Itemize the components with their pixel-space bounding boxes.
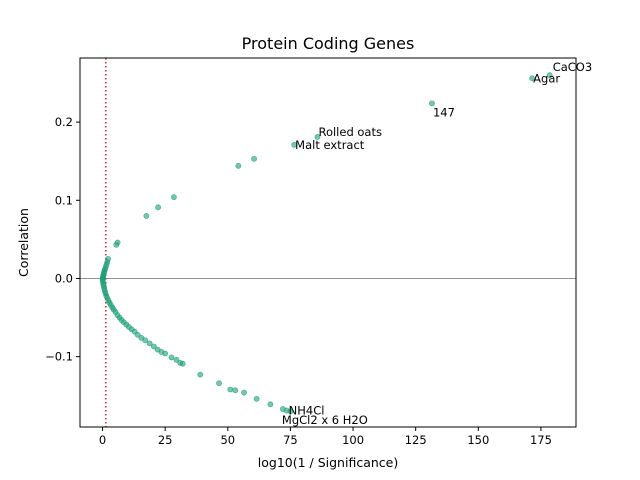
point-annotation: 147 — [433, 105, 455, 119]
data-point — [113, 241, 120, 248]
data-point — [173, 356, 180, 363]
data-point — [529, 75, 536, 82]
data-point — [241, 389, 247, 396]
x-tick-label: 50 — [220, 433, 235, 447]
x-tick-label: 150 — [467, 433, 489, 447]
data-point — [227, 386, 234, 393]
x-tick-label: 175 — [530, 433, 552, 447]
y-tick-label: 0.2 — [55, 115, 73, 129]
data-point — [171, 194, 177, 201]
y-axis: −0.1 0.0 0.1 0.2 — [45, 115, 80, 364]
data-point — [251, 155, 258, 162]
data-point — [291, 141, 298, 148]
data-point — [197, 371, 204, 378]
data-point — [150, 343, 157, 350]
x-axis: 0 25 50 75 100 125 150 175 — [99, 427, 552, 447]
data-point — [216, 380, 222, 387]
data-point — [155, 204, 162, 211]
x-tick-label: 25 — [158, 433, 173, 447]
data-point — [162, 350, 169, 357]
y-tick-label: 0.0 — [55, 271, 73, 285]
x-tick-label: 0 — [99, 433, 106, 447]
y-axis-label: Correlation — [16, 208, 31, 277]
point-annotation: Agar — [533, 71, 560, 85]
data-point — [235, 162, 242, 169]
plot-frame — [79, 57, 577, 428]
data-point — [232, 387, 239, 394]
data-point — [134, 331, 141, 338]
x-tick-label: 75 — [283, 433, 298, 447]
y-tick-label: −0.1 — [45, 350, 73, 364]
point-annotation: Rolled oats — [318, 125, 382, 139]
data-point — [142, 337, 149, 344]
chart-title: Protein Coding Genes — [242, 34, 415, 53]
x-tick-label: 125 — [405, 433, 427, 447]
data-point — [146, 340, 153, 347]
data-point — [267, 401, 274, 408]
data-point — [179, 360, 186, 367]
data-point — [546, 72, 553, 79]
data-point — [429, 100, 435, 107]
point-annotation: CaCO3 — [553, 60, 592, 74]
point-annotation: NH4Cl — [289, 404, 325, 418]
data-point — [314, 134, 321, 140]
point-annotation: Malt extract — [295, 138, 365, 152]
y-tick-label: 0.1 — [55, 193, 73, 207]
data-point — [253, 395, 260, 402]
point-annotation: MgCl2 x 6 H2O — [282, 413, 368, 427]
data-point — [168, 354, 175, 361]
x-tick-label: 100 — [342, 433, 364, 447]
data-point — [143, 213, 150, 219]
x-axis-label: log10(1 / Significance) — [258, 455, 398, 470]
data-point — [287, 408, 294, 415]
